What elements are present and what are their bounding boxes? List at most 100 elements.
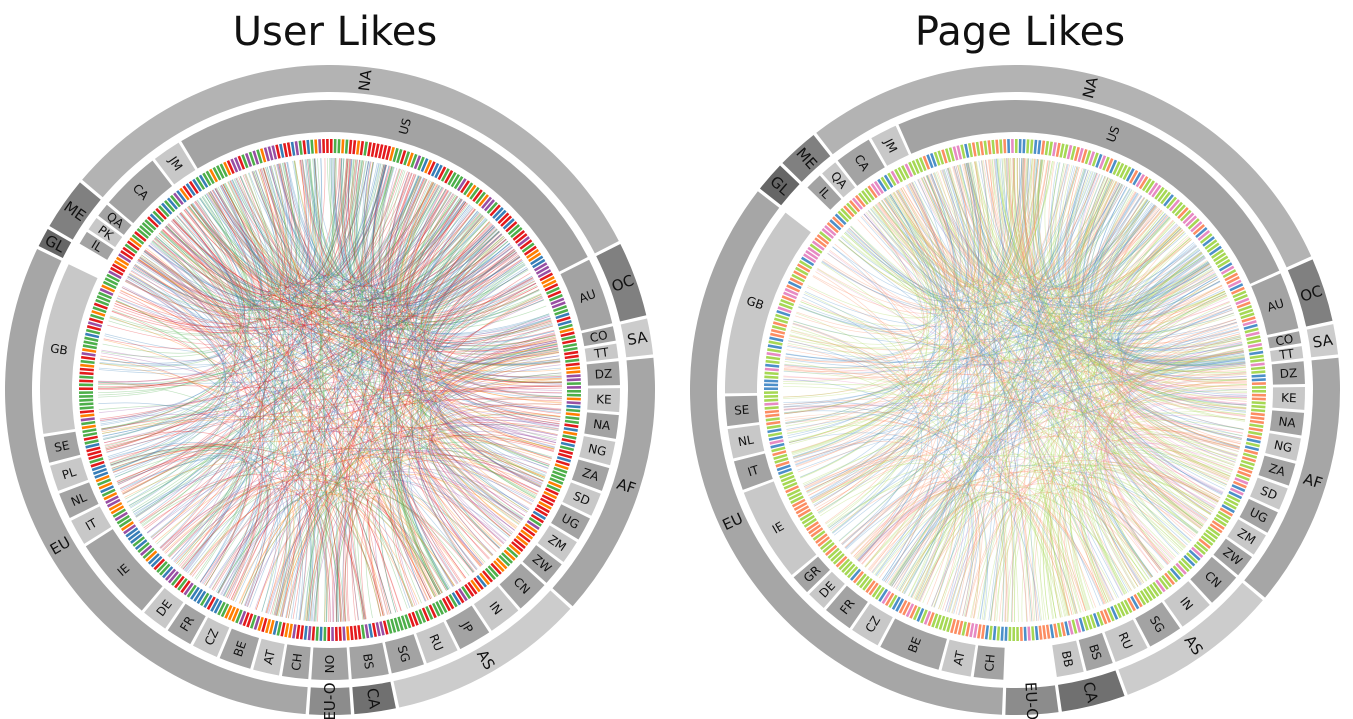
band-tick bbox=[97, 478, 112, 487]
band-tick bbox=[81, 420, 96, 426]
chord bbox=[1126, 350, 1244, 473]
band-tick bbox=[1033, 139, 1038, 154]
chord bbox=[920, 177, 1156, 292]
chord bbox=[215, 187, 555, 345]
chord bbox=[850, 226, 1184, 551]
band-tick bbox=[920, 609, 928, 624]
band-tick bbox=[926, 154, 934, 169]
country-label: NG bbox=[1273, 438, 1294, 455]
band-tick bbox=[185, 183, 196, 197]
chord bbox=[139, 165, 285, 307]
chord bbox=[966, 162, 1209, 309]
band-tick bbox=[1225, 497, 1239, 507]
band-tick bbox=[562, 339, 577, 345]
band-tick bbox=[1034, 625, 1039, 641]
country-arc bbox=[822, 162, 856, 198]
chord bbox=[816, 158, 1015, 512]
chord bbox=[164, 226, 561, 420]
band-tick bbox=[183, 582, 194, 596]
country-arc bbox=[793, 556, 830, 593]
chord bbox=[1115, 437, 1235, 527]
chord bbox=[927, 174, 1185, 300]
band-tick bbox=[1211, 248, 1225, 259]
chord bbox=[800, 172, 957, 479]
chord bbox=[226, 168, 289, 599]
country-label: NL bbox=[69, 490, 89, 509]
chord bbox=[895, 190, 1246, 365]
band-tick bbox=[219, 163, 228, 178]
chord bbox=[227, 226, 495, 599]
band-tick bbox=[414, 610, 423, 625]
chord bbox=[167, 164, 386, 295]
band-tick bbox=[830, 550, 843, 562]
chord bbox=[367, 208, 476, 617]
band-tick bbox=[84, 336, 99, 342]
chord bbox=[108, 243, 511, 460]
chord bbox=[1072, 174, 1185, 300]
band-tick bbox=[566, 408, 581, 413]
band-tick bbox=[1250, 416, 1265, 421]
chord bbox=[389, 174, 525, 311]
chord bbox=[385, 185, 443, 289]
chord bbox=[146, 462, 240, 538]
chord bbox=[1083, 182, 1214, 315]
chord bbox=[292, 160, 425, 281]
band-tick bbox=[1247, 339, 1262, 345]
color-band bbox=[79, 139, 581, 641]
band-tick bbox=[80, 355, 96, 361]
chord bbox=[150, 170, 278, 302]
chord bbox=[1011, 160, 1050, 622]
chord bbox=[1124, 358, 1245, 490]
chord bbox=[1083, 396, 1247, 601]
chord bbox=[1058, 427, 1243, 616]
chord bbox=[861, 344, 1243, 565]
band-tick bbox=[382, 620, 389, 635]
chord bbox=[1124, 290, 1246, 372]
chord bbox=[307, 159, 511, 301]
country-arc bbox=[1267, 331, 1302, 349]
band-tick bbox=[791, 273, 805, 283]
chord bbox=[838, 171, 962, 302]
chord bbox=[253, 162, 302, 279]
band-tick bbox=[513, 538, 526, 549]
chord bbox=[309, 158, 326, 622]
band-tick bbox=[1197, 230, 1211, 241]
chord bbox=[396, 177, 562, 379]
band-tick bbox=[209, 168, 219, 183]
chord bbox=[406, 188, 561, 367]
chord bbox=[804, 216, 1170, 328]
country-arc bbox=[571, 459, 610, 491]
band-tick bbox=[767, 348, 782, 353]
band-tick bbox=[1251, 397, 1266, 401]
chord bbox=[378, 166, 556, 347]
band-tick bbox=[785, 485, 799, 494]
band-tick bbox=[566, 378, 581, 382]
chord bbox=[154, 377, 562, 543]
chord bbox=[302, 159, 559, 356]
band-tick bbox=[124, 243, 138, 254]
chord bbox=[1084, 181, 1241, 444]
chord bbox=[1033, 158, 1226, 322]
chord bbox=[933, 163, 986, 608]
chord bbox=[827, 253, 1208, 521]
chord bbox=[1107, 372, 1247, 562]
chord bbox=[795, 171, 1094, 465]
chord bbox=[1089, 186, 1240, 448]
chord bbox=[261, 168, 461, 583]
chord bbox=[309, 158, 386, 277]
band-tick bbox=[280, 622, 286, 637]
band-tick bbox=[526, 520, 540, 530]
band-tick bbox=[933, 151, 941, 166]
band-tick bbox=[546, 286, 560, 295]
chord bbox=[898, 172, 1096, 592]
chord bbox=[966, 162, 1093, 279]
band-tick bbox=[79, 394, 94, 398]
band-tick bbox=[79, 409, 95, 414]
chord bbox=[142, 183, 263, 308]
chord bbox=[251, 171, 555, 450]
chord bbox=[273, 164, 387, 278]
chord bbox=[106, 385, 562, 453]
chord bbox=[111, 446, 441, 595]
band-tick bbox=[782, 478, 797, 487]
chord bbox=[429, 372, 562, 544]
